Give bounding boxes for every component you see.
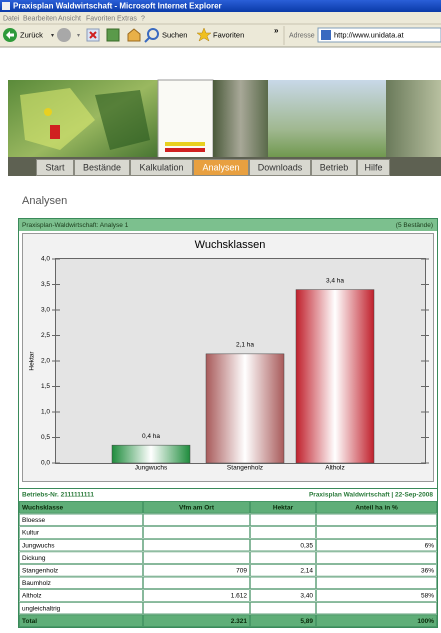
table-cell-text: Stangenholz	[22, 568, 58, 575]
menu-item[interactable]: ?	[141, 15, 145, 22]
forward-icon[interactable]	[57, 28, 71, 42]
panel-count: (5 Bestände)	[396, 222, 433, 229]
back-button[interactable]: Zurück	[20, 30, 43, 39]
favorites-button[interactable]: Favoriten	[213, 30, 244, 39]
nav-tab-label[interactable]: Hilfe	[364, 162, 382, 172]
banner-photo	[213, 80, 268, 170]
table-cell-text: 6%	[425, 542, 435, 549]
table-row	[19, 526, 437, 539]
table-cell-text: ungleichaltrig	[22, 605, 61, 612]
table-cell-text: 2,14	[300, 568, 313, 575]
table-cell-text: Jungwuchs	[22, 542, 55, 549]
table-cell-text: 36%	[421, 568, 434, 575]
x-tick-label: Stangenholz	[227, 465, 263, 472]
footer-right: Praxisplan Waldwirtschaft | 22-Sep-2008	[309, 492, 433, 499]
bar	[206, 354, 284, 463]
column-header: Wuchsklasse	[22, 505, 63, 512]
table-cell-text: Dickung	[22, 555, 46, 562]
dropdown[interactable]: ▾	[51, 33, 54, 39]
table-cell-text: Kultur	[22, 530, 40, 537]
map-area	[50, 125, 60, 139]
nav-tab-label[interactable]: Bestände	[83, 162, 121, 172]
table-row	[19, 589, 437, 602]
y-tick-label: 2,0	[41, 358, 50, 365]
data-label: 3,4 ha	[326, 277, 344, 284]
menu-item[interactable]: Bearbeiten	[23, 15, 57, 22]
refresh-icon[interactable]	[107, 29, 119, 41]
table-cell-text: 3,40	[300, 593, 313, 600]
screen: Praxisplan Waldwirtschaft - Microsoft In…	[0, 0, 441, 628]
table-cell-text: 58%	[421, 593, 434, 600]
chart-title: Wuchsklassen	[195, 239, 266, 251]
nav-tab-label[interactable]: Analysen	[202, 162, 239, 172]
page: {"browser": {"title": "Praxisplan Waldwi…	[0, 0, 441, 628]
table-cell-text: 100%	[417, 618, 434, 625]
url[interactable]: http://www.unidata.at	[334, 30, 405, 39]
nav-tab-label[interactable]: Kalkulation	[139, 162, 183, 172]
data-label: 0,4 ha	[142, 433, 160, 440]
document-legend	[165, 142, 205, 146]
table-cell-text: 709	[236, 568, 247, 575]
table-row	[19, 614, 437, 627]
bar	[296, 290, 374, 463]
y-tick-label: 1,0	[41, 409, 50, 416]
dropdown[interactable]: ▾	[77, 33, 80, 39]
banner-photo	[386, 80, 441, 170]
menu-item[interactable]: Datei	[3, 15, 20, 22]
column-header: Anteil ha in %	[355, 505, 398, 512]
table-row	[19, 602, 437, 615]
table-cell-text: Bloesse	[22, 517, 46, 524]
x-tick-label: Altholz	[325, 465, 345, 472]
y-tick-label: 1,5	[41, 383, 50, 390]
nav-tab-label[interactable]: Betrieb	[320, 162, 349, 172]
y-tick-label: 2,5	[41, 332, 50, 339]
table-cell-text: Total	[22, 618, 37, 625]
data-label: 2,1 ha	[236, 342, 254, 349]
y-tick-label: 0,0	[41, 460, 50, 467]
table-row	[19, 514, 437, 527]
app-icon	[2, 2, 10, 10]
y-axis-label: Hektar	[29, 351, 36, 371]
page-heading: Analysen	[22, 195, 67, 207]
table-cell-text: 5,89	[300, 618, 313, 625]
column-header: Vfm am Ort	[179, 505, 215, 512]
menu-item[interactable]: Extras	[117, 15, 137, 22]
x-tick-label: Jungwuchs	[135, 465, 168, 472]
column-header: Hektar	[273, 505, 294, 512]
nav-tab-label[interactable]: Downloads	[258, 162, 303, 172]
more-button[interactable]: »	[274, 26, 279, 35]
table-row	[19, 577, 437, 590]
table-cell-text: 0,35	[300, 542, 313, 549]
table-row	[19, 564, 437, 577]
search-button[interactable]: Suchen	[162, 30, 187, 39]
y-tick-label: 0,5	[41, 434, 50, 441]
document-legend	[165, 148, 205, 152]
table-cell-text: 1.612	[231, 593, 248, 600]
table-cell-text: Altholz	[22, 593, 42, 600]
bar	[112, 445, 190, 463]
y-tick-label: 3,0	[41, 307, 50, 314]
table-row	[19, 539, 437, 552]
y-tick-label: 4,0	[41, 256, 50, 263]
table-cell-text: Baumholz	[22, 580, 51, 587]
table-cell-text: 2.321	[231, 618, 248, 625]
table-row	[19, 551, 437, 564]
window-title: Praxisplan Waldwirtschaft - Microsoft In…	[13, 2, 222, 11]
nav-tab-label[interactable]: Start	[45, 162, 65, 172]
menu-item[interactable]: Favoriten	[86, 15, 115, 22]
panel-title: Praxisplan-Waldwirtschaft: Analyse 1	[22, 222, 129, 229]
page-icon	[321, 30, 331, 40]
address-label: Adresse	[289, 32, 315, 39]
map-area	[44, 108, 52, 116]
menu-item[interactable]: Ansicht	[58, 15, 81, 22]
banner-document	[158, 80, 213, 170]
y-tick-label: 3,5	[41, 281, 50, 288]
footer-left: Betriebs-Nr. 2111111111	[22, 492, 94, 499]
banner-photo	[268, 80, 386, 170]
